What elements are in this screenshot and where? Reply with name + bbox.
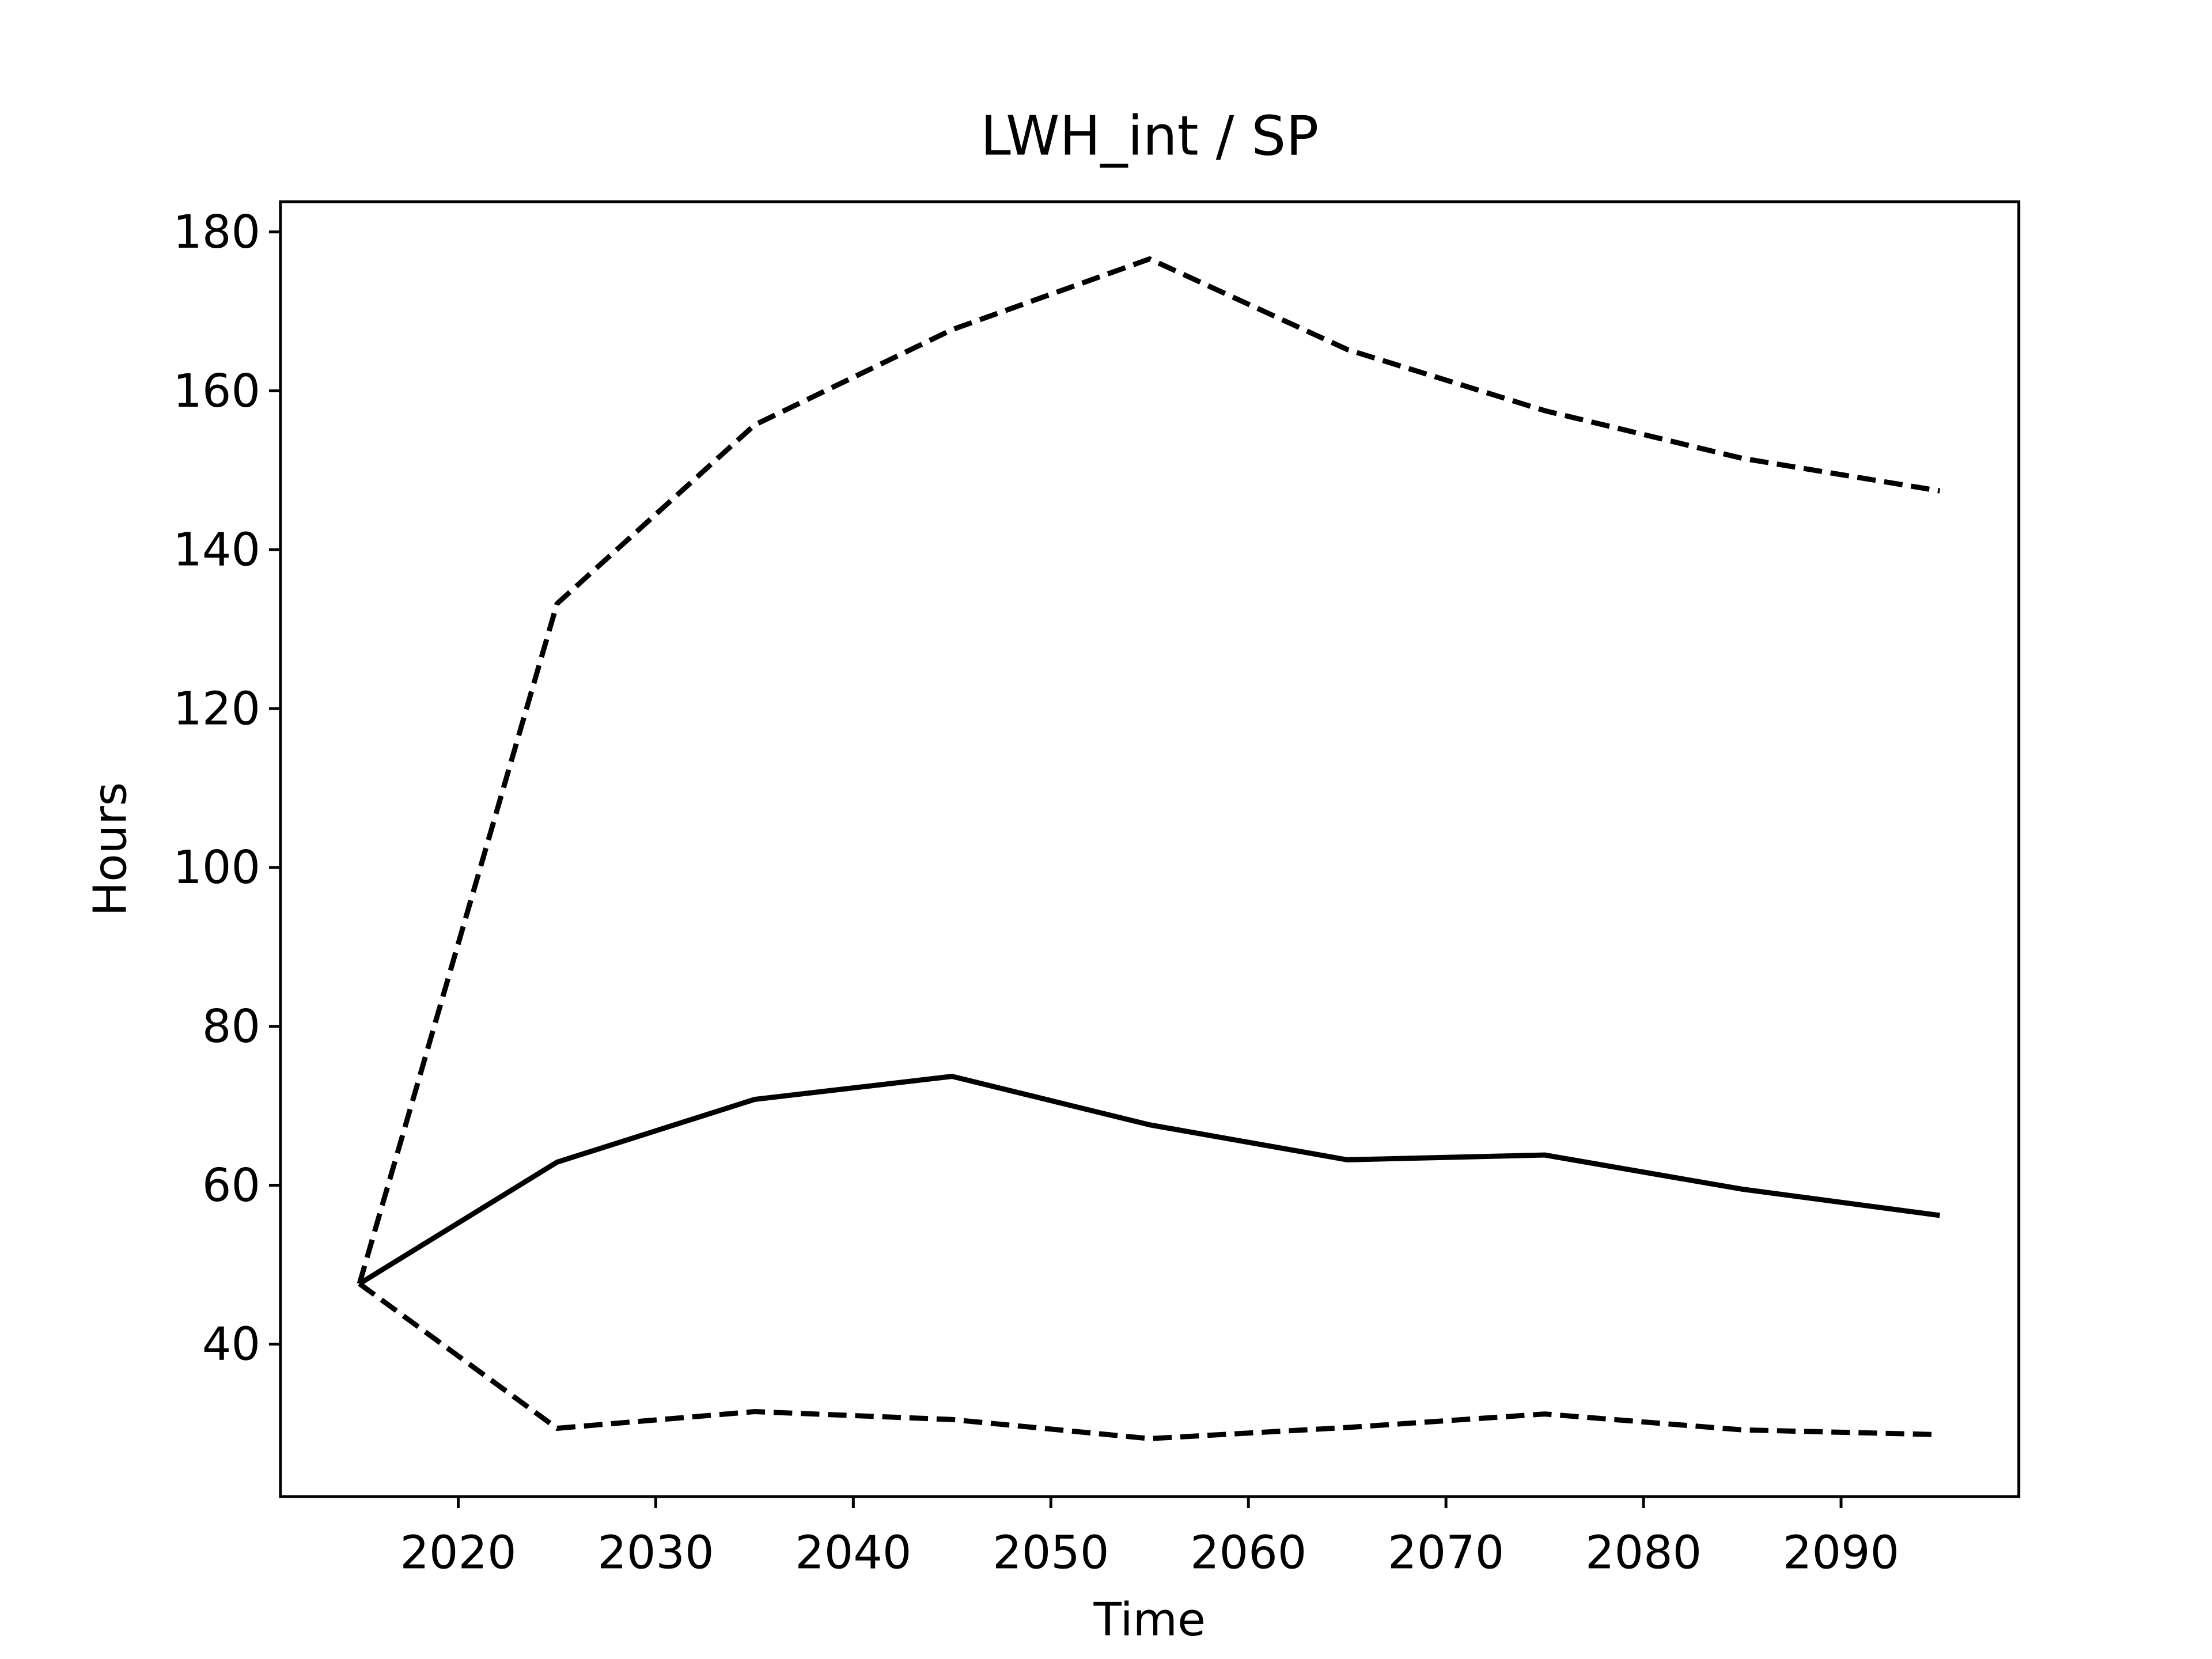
plot-frame bbox=[279, 200, 2021, 1498]
x-tick-label: 2050 bbox=[993, 1525, 1109, 1579]
chart-title: LWH_int / SP bbox=[980, 104, 1319, 168]
y-tick-label: 80 bbox=[202, 999, 260, 1053]
series-line bbox=[358, 1074, 1941, 1286]
x-tick-label: 2020 bbox=[400, 1525, 516, 1579]
x-tick-label: 2090 bbox=[1783, 1525, 1899, 1579]
y-tick-label: 160 bbox=[173, 364, 260, 418]
series-line bbox=[357, 256, 1941, 1285]
y-tick-label: 100 bbox=[173, 840, 260, 894]
x-tick-label: 2040 bbox=[795, 1525, 911, 1579]
x-tick-label: 2070 bbox=[1388, 1525, 1504, 1579]
y-axis-label: Hours bbox=[84, 782, 137, 916]
x-tick-label: 2030 bbox=[597, 1525, 714, 1579]
y-tick-label: 140 bbox=[173, 523, 260, 577]
x-tick-label: 2080 bbox=[1585, 1525, 1702, 1579]
y-tick-label: 40 bbox=[202, 1317, 260, 1371]
x-tick-label: 2060 bbox=[1190, 1525, 1306, 1579]
y-tick-label: 60 bbox=[202, 1158, 260, 1212]
y-tick-label: 120 bbox=[173, 681, 260, 735]
series-line bbox=[358, 1281, 1940, 1441]
x-axis-label: Time bbox=[1093, 1593, 1206, 1646]
y-tick-label: 180 bbox=[173, 205, 260, 259]
